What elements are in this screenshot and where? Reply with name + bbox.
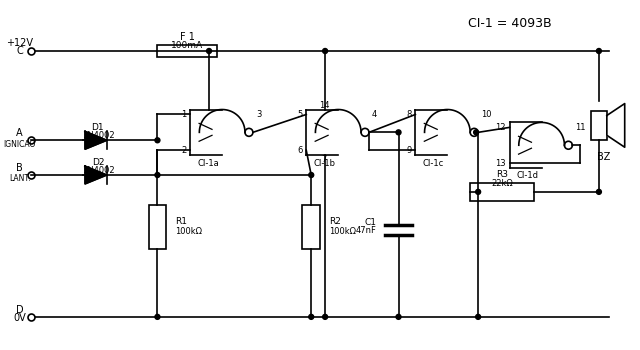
Text: C1: C1 [365, 218, 377, 227]
Text: 6: 6 [297, 146, 302, 155]
Text: R2: R2 [329, 217, 341, 226]
Text: 10: 10 [481, 110, 492, 119]
Text: 3: 3 [256, 110, 261, 119]
Text: 12: 12 [495, 123, 506, 132]
Text: 1: 1 [181, 110, 186, 119]
Text: LANT.: LANT. [9, 174, 30, 183]
Polygon shape [85, 166, 107, 184]
FancyBboxPatch shape [157, 45, 217, 57]
Text: 1N4002: 1N4002 [82, 166, 114, 175]
Text: 8: 8 [406, 110, 412, 119]
Circle shape [474, 130, 479, 135]
Text: BZ: BZ [597, 152, 611, 162]
Text: 7: 7 [322, 155, 327, 164]
Text: 1N4002: 1N4002 [82, 131, 114, 140]
Circle shape [596, 49, 602, 54]
Text: D2: D2 [92, 158, 104, 167]
FancyBboxPatch shape [302, 205, 320, 250]
Text: +12V: +12V [6, 38, 33, 48]
Text: 47nF: 47nF [356, 226, 377, 235]
Text: R3: R3 [496, 170, 508, 180]
Text: 2: 2 [181, 146, 186, 155]
Circle shape [155, 314, 160, 319]
Text: B: B [16, 163, 23, 173]
Circle shape [596, 189, 602, 194]
Text: R1: R1 [175, 217, 188, 226]
Text: 100mA: 100mA [171, 41, 204, 50]
Text: 5: 5 [297, 110, 302, 119]
Circle shape [323, 314, 328, 319]
Text: CI-1 = 4093B: CI-1 = 4093B [468, 17, 552, 30]
Circle shape [308, 173, 314, 177]
Text: A: A [16, 128, 23, 138]
Text: 14: 14 [319, 101, 330, 110]
Circle shape [476, 189, 481, 194]
Text: CI-1b: CI-1b [313, 159, 335, 168]
Text: 22kΩ: 22kΩ [492, 180, 513, 188]
FancyBboxPatch shape [148, 205, 166, 250]
Text: 4: 4 [372, 110, 377, 119]
Text: 100kΩ: 100kΩ [329, 226, 356, 236]
Circle shape [396, 130, 401, 135]
Text: 0V: 0V [13, 313, 26, 323]
Text: CI-1d: CI-1d [516, 172, 538, 181]
Circle shape [323, 49, 328, 54]
Circle shape [476, 314, 481, 319]
Text: D1: D1 [92, 123, 104, 132]
Circle shape [155, 173, 160, 177]
FancyBboxPatch shape [591, 111, 607, 140]
Text: C: C [16, 46, 23, 56]
Text: 11: 11 [575, 123, 586, 132]
Polygon shape [607, 104, 625, 147]
Circle shape [155, 138, 160, 143]
Circle shape [396, 314, 401, 319]
Text: D: D [16, 305, 23, 315]
FancyBboxPatch shape [470, 183, 534, 201]
Text: IGNICAO: IGNICAO [3, 140, 36, 149]
Text: F 1: F 1 [180, 32, 195, 42]
Circle shape [207, 49, 211, 54]
Polygon shape [85, 131, 107, 149]
Text: CI-1a: CI-1a [197, 159, 219, 168]
Text: 13: 13 [495, 159, 506, 168]
Circle shape [308, 314, 314, 319]
Text: CI-1c: CI-1c [422, 159, 444, 168]
Text: 9: 9 [406, 146, 412, 155]
Text: 100kΩ: 100kΩ [175, 226, 202, 236]
